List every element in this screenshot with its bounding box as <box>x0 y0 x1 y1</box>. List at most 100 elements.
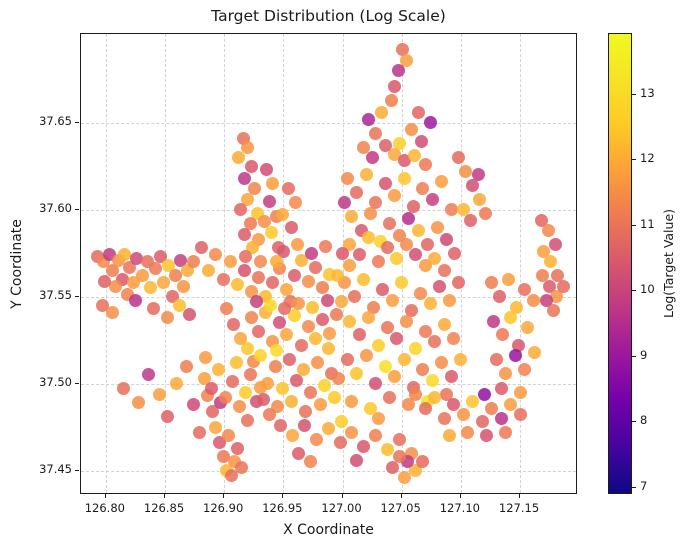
data-point <box>444 203 458 217</box>
data-point <box>252 271 265 285</box>
data-point <box>130 251 144 265</box>
data-point <box>231 151 245 164</box>
data-point <box>551 269 565 283</box>
x-tick-mark <box>519 494 521 498</box>
data-point <box>285 220 299 234</box>
data-point <box>309 432 323 446</box>
data-point <box>204 382 218 396</box>
data-point <box>160 410 174 424</box>
data-point <box>435 175 449 189</box>
data-point <box>319 239 333 253</box>
data-point <box>494 382 508 396</box>
data-point <box>456 408 470 422</box>
data-point <box>557 279 571 293</box>
data-point <box>362 311 376 325</box>
colorbar-tick-mark <box>632 224 636 226</box>
x-tick-label: 126.90 <box>203 501 244 515</box>
data-point <box>350 185 364 199</box>
data-point <box>359 349 373 363</box>
data-point <box>499 366 513 380</box>
data-point <box>172 298 186 312</box>
data-point <box>378 359 392 373</box>
data-point <box>416 363 430 377</box>
data-point <box>304 385 318 399</box>
data-point <box>544 255 558 269</box>
data-point <box>501 272 515 286</box>
data-point <box>463 213 477 227</box>
data-point <box>472 168 486 182</box>
data-point <box>248 182 262 196</box>
data-point <box>399 53 413 67</box>
x-gridline <box>520 34 522 493</box>
data-point <box>345 394 359 408</box>
data-point <box>520 321 534 335</box>
data-point <box>265 225 279 239</box>
data-point <box>437 264 451 278</box>
chart-title: Target Distribution (Log Scale) <box>211 7 446 25</box>
data-point <box>278 302 292 316</box>
colorbar-label: Log(Target Value) <box>661 208 677 319</box>
x-tick-mark <box>341 494 343 498</box>
data-point <box>262 194 276 208</box>
data-point <box>237 227 251 241</box>
data-point <box>399 314 413 328</box>
x-tick-label: 126.85 <box>143 501 185 515</box>
data-point <box>364 401 378 415</box>
x-axis-label: X Coordinate <box>283 522 374 538</box>
data-point <box>118 248 132 262</box>
data-point <box>388 79 402 93</box>
data-point <box>269 344 283 358</box>
data-point <box>380 241 394 255</box>
data-point <box>404 304 418 318</box>
data-point <box>230 441 244 455</box>
data-point <box>254 349 268 363</box>
data-point <box>416 455 430 469</box>
y-tick-label: 37.55 <box>39 287 72 302</box>
data-point <box>327 391 341 405</box>
data-point <box>243 217 257 231</box>
y-tick-label: 37.45 <box>39 461 72 476</box>
data-point <box>183 307 197 321</box>
data-point <box>318 378 332 392</box>
x-tick-mark <box>164 494 166 498</box>
data-point <box>157 276 171 290</box>
colorbar-tick-mark <box>632 486 636 488</box>
data-point <box>273 316 287 330</box>
data-point <box>220 302 234 316</box>
colorbar <box>608 33 632 494</box>
data-point <box>276 244 290 258</box>
data-point <box>390 251 404 265</box>
data-point <box>261 377 275 391</box>
data-point <box>209 420 223 434</box>
data-point <box>466 178 480 192</box>
data-point <box>369 196 383 210</box>
data-point <box>357 272 371 286</box>
data-point <box>371 411 385 425</box>
data-point <box>509 300 523 314</box>
colorbar-tick-mark <box>632 290 636 292</box>
data-point <box>512 338 526 352</box>
data-point <box>430 220 444 234</box>
data-point <box>485 276 499 290</box>
data-point <box>287 309 301 323</box>
data-point <box>280 283 294 297</box>
data-point <box>98 274 112 288</box>
data-point <box>352 248 366 262</box>
data-point <box>260 163 274 177</box>
data-point <box>275 382 289 396</box>
data-point <box>371 338 385 352</box>
data-point <box>301 319 315 333</box>
data-point <box>397 171 411 185</box>
y-tick-mark <box>75 121 79 123</box>
data-point <box>338 196 352 210</box>
data-point <box>475 415 489 429</box>
data-point <box>136 269 150 283</box>
data-point <box>177 279 191 293</box>
data-point <box>384 93 398 107</box>
x-tick-label: 127.00 <box>321 501 362 515</box>
data-point <box>275 208 289 222</box>
data-point <box>425 373 439 387</box>
data-point <box>409 248 423 262</box>
data-point <box>117 382 131 396</box>
x-gridline <box>342 34 344 493</box>
